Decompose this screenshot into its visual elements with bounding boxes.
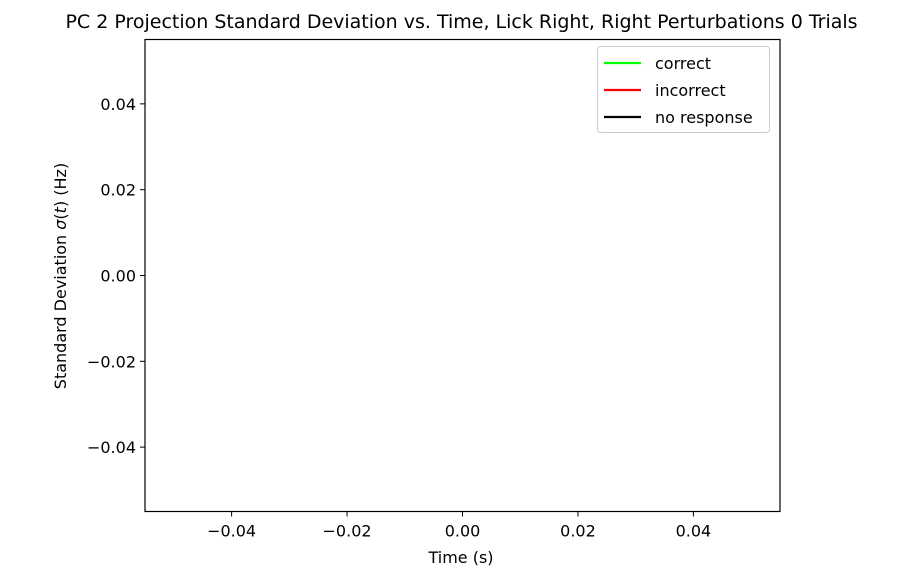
y-tick-label: −0.02	[87, 352, 136, 371]
legend-items: correct incorrect no response	[604, 54, 753, 127]
chart-title: PC 2 Projection Standard Deviation vs. T…	[65, 11, 857, 33]
x-axis-label: Time (s)	[427, 548, 493, 567]
legend: correct incorrect no response	[597, 46, 770, 133]
x-tick-label: −0.04	[207, 522, 256, 541]
x-tick-label: −0.02	[323, 522, 372, 541]
legend-label: incorrect	[655, 81, 726, 100]
legend-label: correct	[655, 54, 711, 73]
y-axis-ticks: −0.04 −0.02 0.00 0.02 0.04	[87, 95, 145, 457]
x-tick-label: 0.00	[445, 522, 481, 541]
y-tick-label: 0.00	[100, 267, 136, 286]
x-tick-label: 0.02	[560, 522, 596, 541]
legend-box	[597, 46, 770, 133]
y-tick-label: 0.04	[100, 95, 136, 114]
y-axis-label: Standard Deviation σ(t) (Hz)	[51, 163, 70, 389]
y-tick-label: 0.02	[100, 181, 136, 200]
x-tick-label: 0.04	[676, 522, 712, 541]
x-axis-ticks: −0.04 −0.02 0.00 0.02 0.04	[207, 511, 712, 541]
y-tick-label: −0.04	[87, 438, 136, 457]
legend-label: no response	[655, 108, 753, 127]
